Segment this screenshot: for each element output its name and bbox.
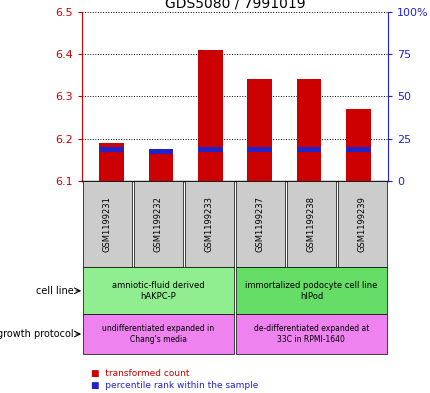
Bar (148, 149, 173, 154)
Text: GSM1199232: GSM1199232 (154, 196, 163, 252)
Text: undifferentiated expanded in
Chang's media: undifferentiated expanded in Chang's med… (102, 324, 214, 344)
Bar (296, 79, 320, 181)
Text: amniotic-fluid derived
hAKPC-P: amniotic-fluid derived hAKPC-P (112, 281, 204, 301)
Text: ■  percentile rank within the sample: ■ percentile rank within the sample (90, 381, 257, 389)
Bar (99, 147, 123, 152)
Bar (345, 109, 370, 181)
Bar (345, 147, 370, 152)
Bar (148, 151, 173, 181)
Bar (296, 147, 320, 152)
Text: immortalized podocyte cell line
hIPod: immortalized podocyte cell line hIPod (245, 281, 377, 301)
Bar (247, 79, 271, 181)
Title: GDS5080 / 7991019: GDS5080 / 7991019 (164, 0, 304, 11)
Bar (197, 50, 222, 181)
Text: GSM1199239: GSM1199239 (357, 196, 366, 252)
Text: GSM1199238: GSM1199238 (306, 196, 315, 252)
Text: GSM1199231: GSM1199231 (103, 196, 112, 252)
Text: GSM1199233: GSM1199233 (204, 196, 213, 252)
Text: ■  transformed count: ■ transformed count (90, 369, 189, 378)
Bar (247, 147, 271, 152)
Text: de-differentiated expanded at
33C in RPMI-1640: de-differentiated expanded at 33C in RPM… (253, 324, 368, 344)
Text: growth protocol: growth protocol (0, 329, 73, 339)
Text: cell line: cell line (35, 286, 73, 296)
Bar (197, 147, 222, 152)
Text: GSM1199237: GSM1199237 (255, 196, 264, 252)
Bar (99, 143, 123, 181)
